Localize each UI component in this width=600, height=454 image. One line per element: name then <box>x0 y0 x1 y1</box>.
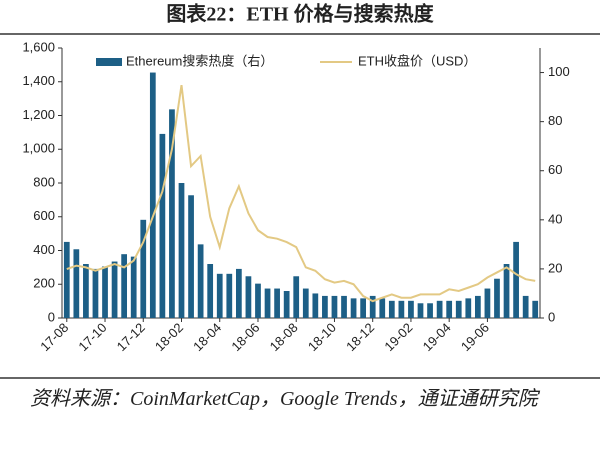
x-tick-label: 18-06 <box>228 320 262 354</box>
bar <box>302 288 309 318</box>
bar <box>274 288 280 318</box>
x-tick-label: 18-08 <box>267 320 301 354</box>
bar <box>92 268 99 318</box>
y2-tick-label: 100 <box>548 64 570 79</box>
y-tick-label: 800 <box>33 174 55 189</box>
bar <box>188 195 194 318</box>
bar <box>235 268 242 318</box>
bar <box>226 273 233 318</box>
bar <box>83 264 89 318</box>
y-tick-label: 1,600 <box>22 39 55 54</box>
y2-tick-label: 60 <box>548 162 562 177</box>
y2-tick-label: 20 <box>548 260 562 275</box>
bar <box>369 295 376 318</box>
bar <box>197 244 204 318</box>
y-tick-label: 600 <box>33 208 55 223</box>
y-tick-label: 200 <box>33 276 55 291</box>
bar <box>140 219 147 318</box>
bar <box>121 254 128 318</box>
bar <box>379 298 386 318</box>
y-tick-label: 1,000 <box>22 141 55 156</box>
bar <box>216 273 223 318</box>
x-tick-label: 18-10 <box>305 320 339 354</box>
bar <box>436 300 443 318</box>
bar <box>159 133 166 318</box>
bar <box>503 264 510 318</box>
x-tick-label: 19-02 <box>381 320 415 354</box>
bar <box>360 298 367 318</box>
bar <box>207 264 214 318</box>
x-tick-label: 18-12 <box>343 320 377 354</box>
bar <box>427 303 433 318</box>
chart: 图表22：ETH 价格与搜索热度 02004006008001,0001,200… <box>0 2 600 379</box>
legend-label: ETH收盘价（USD） <box>358 53 476 68</box>
bar <box>312 293 319 318</box>
bar <box>111 261 118 318</box>
x-tick-label: 19-04 <box>420 320 454 354</box>
bar <box>522 295 529 318</box>
y2-tick-label: 80 <box>548 113 562 128</box>
y-tick-label: 1,200 <box>22 107 55 122</box>
bar <box>73 249 80 318</box>
legend-swatch <box>96 58 122 66</box>
bar <box>398 300 405 318</box>
bar <box>293 276 300 318</box>
bar <box>465 298 472 318</box>
bar <box>350 298 357 318</box>
bar <box>63 241 70 318</box>
y2-tick-label: 0 <box>548 309 555 324</box>
y2-tick-label: 40 <box>548 211 562 226</box>
bar <box>513 241 519 318</box>
x-tick-label: 17-12 <box>114 320 148 354</box>
bar <box>169 109 175 318</box>
bar <box>417 303 424 318</box>
bar <box>474 295 481 318</box>
bar <box>130 256 137 318</box>
bar <box>494 278 500 318</box>
bar <box>388 300 395 318</box>
y-tick-label: 400 <box>33 242 55 257</box>
x-tick-label: 18-02 <box>152 320 186 354</box>
x-tick-label: 17-08 <box>37 320 71 354</box>
legend-label: Ethereum搜索热度（右） <box>126 53 273 68</box>
bar <box>255 283 261 318</box>
bar <box>484 288 491 318</box>
bar <box>455 300 462 318</box>
x-tick-label: 17-10 <box>75 320 109 354</box>
x-tick-label: 18-04 <box>190 320 224 354</box>
source-note: 资料来源：CoinMarketCap，Google Trends，通证通研究院 <box>30 388 538 410</box>
bar <box>532 300 539 318</box>
bar <box>322 295 328 318</box>
bar <box>331 295 338 318</box>
chart-title: 图表22：ETH 价格与搜索热度 <box>166 2 434 26</box>
bar <box>178 183 185 318</box>
bar <box>264 288 271 318</box>
bar <box>149 72 156 318</box>
bar <box>102 266 108 318</box>
bar <box>341 295 347 318</box>
bar <box>446 300 453 318</box>
price-line <box>66 84 536 303</box>
bar <box>283 291 290 318</box>
y-tick-label: 1,400 <box>22 73 55 88</box>
y-tick-label: 0 <box>48 309 55 324</box>
x-tick-label: 19-06 <box>458 320 492 354</box>
bar <box>245 276 252 318</box>
bar <box>408 300 414 318</box>
